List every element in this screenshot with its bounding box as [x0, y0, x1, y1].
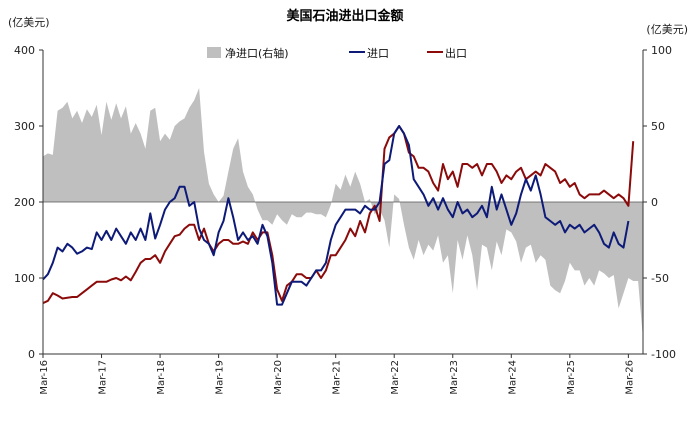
left-tick-label: 300	[14, 120, 35, 133]
x-tick-label: Mar-23	[449, 360, 460, 395]
left-tick-label: 200	[14, 196, 35, 209]
net-imports-area	[43, 88, 643, 339]
right-tick-label: -100	[651, 348, 676, 361]
left-axis-unit: (亿美元)	[8, 16, 50, 29]
left-tick-label: 100	[14, 272, 35, 285]
x-tick-label: Mar-26	[624, 360, 635, 395]
x-tick-label: Mar-20	[273, 360, 284, 395]
legend: 净进口(右轴) 进口 出口	[207, 46, 467, 60]
x-tick-label: Mar-21	[332, 360, 343, 395]
x-tick-label: Mar-24	[507, 360, 518, 395]
x-tick-label: Mar-16	[39, 360, 50, 395]
x-tick-label: Mar-22	[390, 360, 401, 395]
left-tick-label: 400	[14, 44, 35, 57]
legend-label-imports: 进口	[367, 47, 389, 60]
chart-title: 美国石油进出口金额	[286, 8, 403, 24]
right-tick-label: 50	[651, 120, 665, 133]
right-tick-label: 100	[651, 44, 672, 57]
x-tick-label: Mar-25	[566, 360, 577, 395]
right-tick-label: 0	[651, 196, 658, 209]
imports-line	[42, 125, 630, 306]
right-tick-label: -50	[651, 272, 669, 285]
axes: 0 100 200 300 400 -100 -50 0 50 100 Mar-16 Mar-17 Ma…	[14, 44, 676, 395]
legend-label-exports: 出口	[445, 46, 467, 60]
legend-swatch-net	[207, 47, 221, 58]
x-tick-label: Mar-18	[156, 360, 167, 395]
x-tick-label: Mar-19	[215, 360, 226, 395]
left-tick-label: 0	[28, 348, 35, 361]
x-tick-label: Mar-17	[98, 360, 109, 395]
legend-label-net: 净进口(右轴)	[225, 46, 289, 60]
right-axis-unit: (亿美元)	[646, 23, 688, 36]
plot-area	[42, 88, 643, 339]
exports-line	[42, 125, 635, 305]
